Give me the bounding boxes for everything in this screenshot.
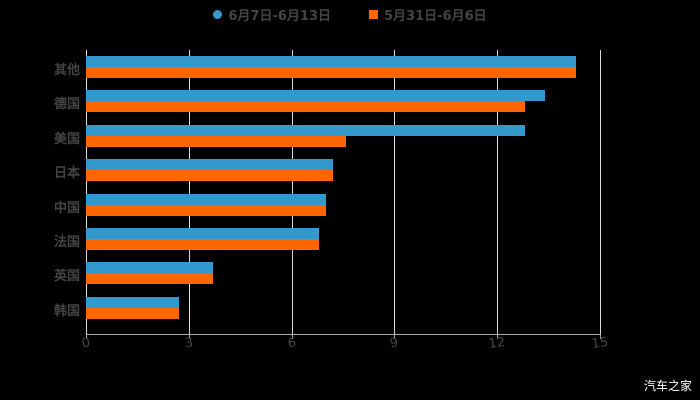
x-tick (189, 334, 190, 339)
bar-series-1[interactable] (86, 90, 546, 102)
gridline (189, 50, 190, 334)
category-label: 其他 (53, 63, 80, 78)
x-axis-line (86, 334, 601, 335)
gridline (497, 50, 498, 334)
category-label: 德国 (53, 97, 80, 113)
gridline (600, 50, 601, 334)
bar-series-2[interactable] (86, 67, 576, 78)
x-tick (600, 334, 601, 339)
x-tick-label: 12 (487, 334, 507, 353)
x-tick (292, 334, 293, 339)
bar-series-1[interactable] (86, 193, 326, 205)
legend-item-series-2[interactable]: 5月31日-6月6日 (369, 5, 487, 24)
bar-series-1[interactable] (86, 262, 213, 274)
category-label: 韩国 (53, 303, 80, 319)
legend-item-series-1[interactable]: 6月7日-6月13日 (213, 5, 331, 24)
category-label: 英国 (53, 269, 80, 285)
bar-series-2[interactable] (86, 204, 326, 216)
category-label: 美国 (53, 131, 80, 147)
legend-label-series-2: 5月31日-6月6日 (384, 8, 487, 24)
legend-label-series-1: 6月7日-6月13日 (228, 8, 331, 24)
series-1-marker-icon (213, 9, 223, 19)
gridline (292, 50, 293, 334)
bar-series-2[interactable] (86, 170, 333, 182)
bar-series-1[interactable] (86, 159, 333, 171)
x-tick-label: 9 (388, 335, 400, 352)
x-tick-label: 0 (80, 335, 92, 352)
bar-series-2[interactable] (86, 239, 319, 250)
x-tick-label: 3 (183, 335, 195, 352)
bar-series-2[interactable] (86, 273, 213, 285)
gridline (394, 50, 395, 334)
chart-legend: 6月7日-6月13日 5月31日-6月6日 (0, 4, 700, 24)
bar-series-1[interactable] (86, 124, 525, 136)
category-label: 法国 (53, 235, 80, 250)
category-label: 中国 (53, 200, 80, 216)
bar-series-2[interactable] (86, 101, 525, 113)
watermark: 汽车之家 (643, 379, 692, 393)
x-tick (497, 334, 498, 339)
series-2-marker-icon (369, 9, 378, 19)
x-tick (394, 334, 395, 339)
bar-series-2[interactable] (86, 307, 179, 319)
x-tick (86, 334, 87, 339)
x-tick-label: 6 (286, 335, 298, 352)
bar-series-2[interactable] (86, 135, 347, 147)
bar-series-1[interactable] (86, 228, 319, 239)
y-axis-line (86, 50, 87, 334)
bar-series-1[interactable] (86, 296, 179, 308)
category-label: 日本 (53, 166, 80, 182)
x-tick-label: 15 (590, 334, 610, 353)
bar-series-1[interactable] (86, 56, 576, 67)
